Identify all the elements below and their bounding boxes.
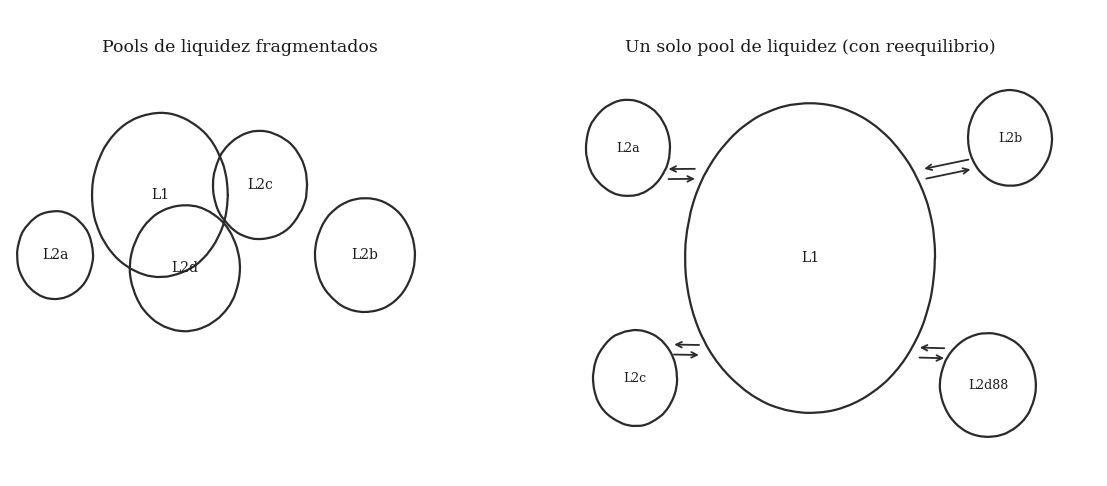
Text: L2a: L2a	[42, 248, 69, 262]
Text: Un solo pool de liquidez (con reequilibrio): Un solo pool de liquidez (con reequilibr…	[624, 39, 995, 56]
Text: L2d88: L2d88	[968, 379, 1008, 392]
Text: L2a: L2a	[617, 141, 640, 155]
Text: L1: L1	[801, 251, 819, 265]
Text: L2c: L2c	[623, 371, 646, 384]
Text: Pools de liquidez fragmentados: Pools de liquidez fragmentados	[102, 39, 377, 56]
Text: L2c: L2c	[247, 178, 273, 192]
Text: L2b: L2b	[352, 248, 379, 262]
Text: L2b: L2b	[997, 132, 1022, 144]
Text: L2d: L2d	[172, 261, 198, 275]
Text: L1: L1	[151, 188, 169, 202]
